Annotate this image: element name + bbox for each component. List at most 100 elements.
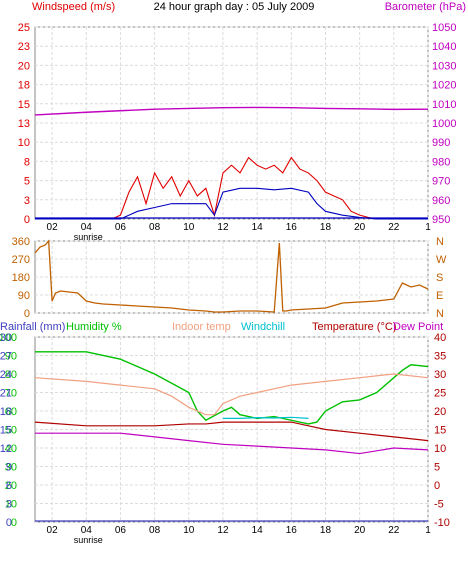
rain-ytick-15: 15 [0, 425, 12, 437]
rain-ytick-6: 6 [6, 480, 12, 492]
temp-ytick-25: 25 [434, 388, 446, 400]
dir-compass-0: N [436, 236, 444, 248]
wind-ytick-18: 18 [18, 80, 30, 92]
wind-xtick-08: 08 [149, 222, 161, 233]
wind-xtick-14: 14 [252, 222, 264, 233]
rain-ytick-0: 0 [6, 517, 12, 529]
temps-xtick-10: 10 [183, 525, 195, 536]
dir-ytick-180: 180 [12, 272, 30, 284]
dir-ytick-0: 0 [24, 308, 30, 320]
series-humidity-line [35, 351, 429, 425]
temps-xtick-08: 08 [149, 525, 161, 536]
windchill-legend: Windchill [241, 321, 285, 333]
baro-ytick-980: 980 [432, 156, 450, 168]
humidity-ytick-90: 90 [5, 351, 17, 363]
dir-ytick-270: 270 [12, 254, 30, 266]
baro-ytick-970: 970 [432, 176, 450, 188]
wind-ytick-25: 25 [18, 22, 30, 34]
humidity-ytick-80: 80 [5, 369, 17, 381]
humidity-ytick-0: 0 [11, 517, 17, 529]
temp-ytick-15: 15 [434, 425, 446, 437]
baro-ytick-950: 950 [432, 214, 450, 226]
wind-xtick-06: 06 [115, 222, 127, 233]
temps-xtick-02: 02 [47, 525, 59, 536]
temps-xtick-04: 04 [81, 525, 93, 536]
wind-ytick-10: 10 [18, 137, 30, 149]
humidity-ytick-60: 60 [5, 406, 17, 418]
wind-ytick-8: 8 [24, 156, 30, 168]
rain-ytick-27: 27 [0, 351, 12, 363]
temps-xtick-12: 12 [217, 525, 229, 536]
wind-xtick-02: 02 [47, 222, 59, 233]
baro-ytick-1010: 1010 [432, 99, 456, 111]
temp-ytick-0: 0 [434, 480, 440, 492]
rain-ytick-9: 9 [6, 462, 12, 474]
series-barometer-line [34, 106, 429, 116]
dewpoint-legend: Dew Point [393, 321, 443, 333]
dir-compass-1: W [436, 254, 447, 266]
indoor-legend: Indoor temp [172, 321, 231, 333]
humidity-ytick-10: 10 [5, 499, 17, 511]
series-indoor-temp-line [34, 373, 429, 416]
rain-ytick-12: 12 [0, 443, 12, 455]
wind-ytick-15: 15 [18, 99, 30, 111]
series-direction-line [34, 239, 429, 313]
wind-ytick-5: 5 [24, 176, 30, 188]
wind-ytick-23: 23 [18, 41, 30, 53]
rainfall-legend: Rainfall (mm) [0, 321, 65, 333]
wind-xtick-10: 10 [183, 222, 195, 233]
wind-xtick-22: 22 [388, 222, 400, 233]
rain-ytick-30: 30 [0, 332, 12, 344]
temps-xtick-20: 20 [354, 525, 366, 536]
humidity-ytick-50: 50 [5, 425, 17, 437]
temps-xtick-06: 06 [115, 525, 127, 536]
wind-ytick-13: 13 [18, 118, 30, 130]
humidity-ytick-20: 20 [5, 480, 17, 492]
wind-xtick-16: 16 [286, 222, 298, 233]
temps-xtick-18: 18 [320, 525, 332, 536]
series-temperature-line [34, 421, 429, 442]
series-average-line [35, 187, 428, 220]
series-windchill-line [222, 416, 309, 419]
wind-ytick-0: 0 [24, 214, 30, 226]
baro-ytick-1050: 1050 [432, 22, 456, 34]
rain-ytick-21: 21 [0, 388, 12, 400]
humidity-ytick-100: 100 [0, 332, 17, 344]
temp-ytick-35: 35 [434, 351, 446, 363]
baro-ytick-990: 990 [432, 137, 450, 149]
dir-ytick-360: 360 [12, 236, 30, 248]
wind-xtick-04: 04 [81, 222, 93, 233]
baro-ytick-960: 960 [432, 195, 450, 207]
chart-title: 24 hour graph day : 05 July 2009 [154, 1, 315, 13]
temp-ytick--10: -10 [434, 517, 450, 529]
dir-compass-2: S [436, 272, 443, 284]
rain-ytick-3: 3 [6, 499, 12, 511]
temp-ytick-40: 40 [434, 332, 446, 344]
temp-ytick-5: 5 [434, 462, 440, 474]
humidity-legend: Humidity % [66, 321, 122, 333]
wind-ytick-3: 3 [24, 195, 30, 207]
wind-xtick-18: 18 [320, 222, 332, 233]
baro-ytick-1040: 1040 [432, 41, 456, 53]
dir-ytick-90: 90 [18, 290, 30, 302]
rain-ytick-18: 18 [0, 406, 12, 418]
wind-ytick-20: 20 [18, 60, 30, 72]
temps-xtick-16: 16 [286, 525, 298, 536]
barometer-title: Barometer (hPa) [385, 1, 466, 13]
temp-ytick-30: 30 [434, 369, 446, 381]
wind-xtick-12: 12 [217, 222, 229, 233]
temps-sunrise-label: sunrise [74, 535, 103, 545]
temp-ytick-20: 20 [434, 406, 446, 418]
baro-ytick-1000: 1000 [432, 118, 456, 130]
temp-ytick-10: 10 [434, 443, 446, 455]
series-windspeed-line [35, 156, 428, 220]
wind-xtick-1: 1 [425, 222, 431, 233]
dir-compass-4: N [436, 308, 444, 320]
wind-xtick-20: 20 [354, 222, 366, 233]
wind-sunrise-label: sunrise [74, 232, 103, 242]
rain-ytick-24: 24 [0, 369, 12, 381]
series-dew-point-line [35, 432, 429, 455]
temps-xtick-1: 1 [425, 525, 431, 536]
baro-ytick-1020: 1020 [432, 80, 456, 92]
